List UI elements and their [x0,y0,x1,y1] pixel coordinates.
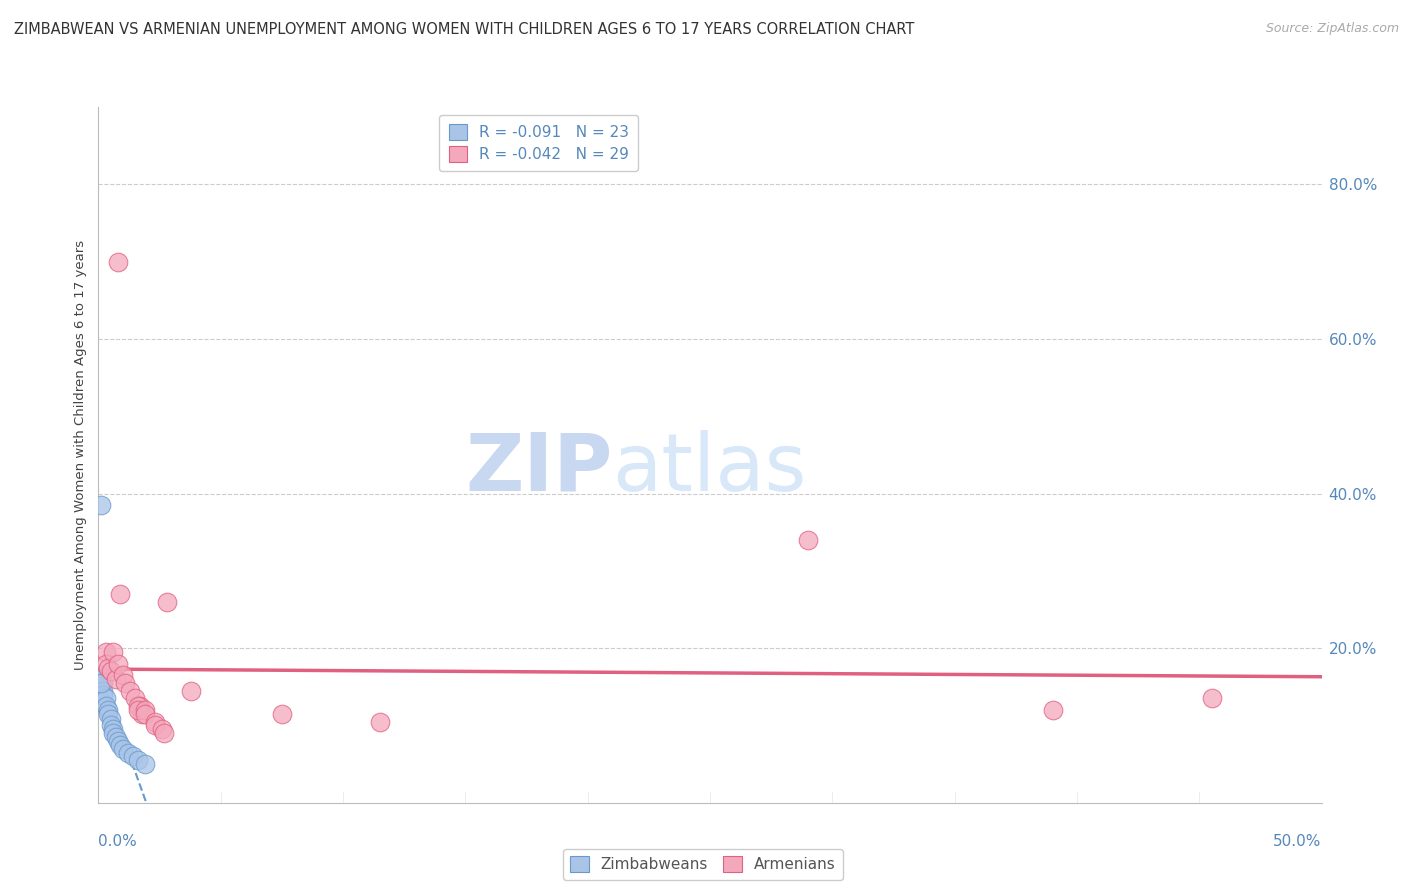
Point [91,688,114,702]
Text: 0.0%: 0.0% [98,834,138,849]
Text: Source: ZipAtlas.com: Source: ZipAtlas.com [1265,22,1399,36]
Point [127,703,149,717]
Point [91,683,114,698]
Point [1201,691,1223,706]
Point [97,706,120,721]
Point [124,691,146,706]
Point [111,741,134,756]
Point [143,718,166,732]
Point [368,714,391,729]
Point [150,723,173,737]
Point [110,738,132,752]
Point [104,672,127,686]
Point [101,726,124,740]
Point [1042,703,1064,717]
Point [101,645,124,659]
Point [121,749,143,764]
Point [90,672,112,686]
Point [100,665,122,679]
Point [114,676,136,690]
Point [94,657,117,671]
Point [94,699,117,714]
Point [127,699,149,714]
Point [101,723,124,737]
Point [120,683,142,698]
Point [104,730,127,744]
Point [90,498,112,512]
Point [97,660,120,674]
Point [270,706,294,721]
Point [134,703,156,717]
Point [156,595,179,609]
Point [129,699,152,714]
Legend: Zimbabweans, Armenians: Zimbabweans, Armenians [562,848,844,880]
Point [134,757,156,772]
Point [97,703,120,717]
Point [90,676,112,690]
Point [117,746,139,760]
Point [90,668,112,682]
Point [107,254,129,268]
Point [110,587,132,601]
Point [91,676,114,690]
Text: ZIMBABWEAN VS ARMENIAN UNEMPLOYMENT AMONG WOMEN WITH CHILDREN AGES 6 TO 17 YEARS: ZIMBABWEAN VS ARMENIAN UNEMPLOYMENT AMON… [14,22,914,37]
Text: atlas: atlas [612,430,807,508]
Point [180,683,202,698]
Point [94,691,117,706]
Point [94,645,117,659]
Point [797,533,820,547]
Point [100,712,122,726]
Text: ZIP: ZIP [465,430,612,508]
Point [111,668,134,682]
Point [143,714,166,729]
Point [100,718,122,732]
Point [153,726,176,740]
Point [134,706,156,721]
Legend: R = -0.091   N = 23, R = -0.042   N = 29: R = -0.091 N = 23, R = -0.042 N = 29 [439,115,638,171]
Text: 50.0%: 50.0% [1274,834,1322,849]
Y-axis label: Unemployment Among Women with Children Ages 6 to 17 years: Unemployment Among Women with Children A… [75,240,87,670]
Point [107,734,129,748]
Point [107,657,129,671]
Point [127,753,149,767]
Point [131,706,153,721]
